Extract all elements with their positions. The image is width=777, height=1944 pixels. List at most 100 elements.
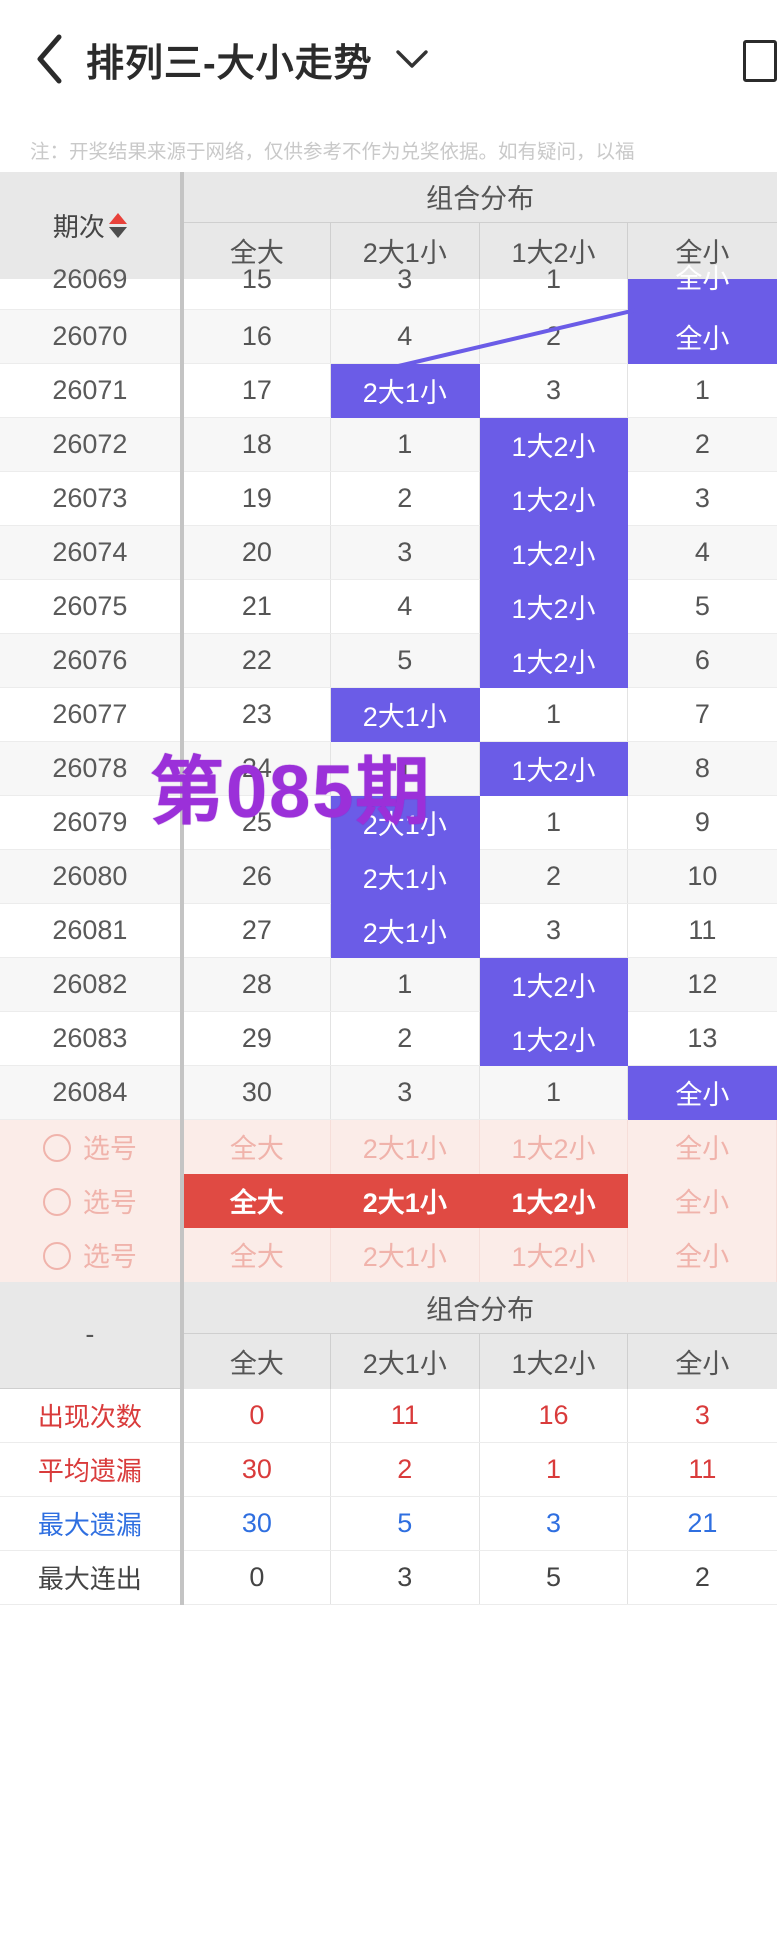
cell-hit[interactable]: 全小	[627, 266, 777, 310]
cell-miss[interactable]: 12	[627, 957, 777, 1012]
cell-miss[interactable]: 2	[330, 471, 480, 526]
chevron-down-icon[interactable]	[395, 48, 429, 70]
cell-miss[interactable]: 1	[330, 957, 480, 1012]
pick-radio-label[interactable]: 选号	[0, 1227, 183, 1282]
cell-hit[interactable]: 1大2小	[479, 471, 629, 526]
radio-icon[interactable]	[42, 1134, 71, 1163]
cell-miss[interactable]: 23	[179, 687, 331, 742]
cell-miss[interactable]: 3	[330, 525, 480, 580]
pick-option-selected[interactable]: 2大1小	[330, 1173, 480, 1228]
pick-option[interactable]: 全小	[627, 1119, 777, 1174]
pick-option[interactable]: 1大2小	[479, 1119, 629, 1174]
cell-miss[interactable]: 4	[627, 525, 777, 580]
table-row[interactable]: 26071 17 2大1小 3 1	[0, 363, 777, 418]
cell-miss[interactable]: 7	[627, 687, 777, 742]
cell-miss[interactable]: 29	[179, 1011, 331, 1066]
cell-hit[interactable]: 2大1小	[330, 687, 480, 742]
table-row[interactable]: 26072 18 1 1大2小 2	[0, 417, 777, 472]
table-row[interactable]: 26082 28 1 1大2小 12	[0, 957, 777, 1012]
table-row[interactable]: 26074 20 3 1大2小 4	[0, 525, 777, 580]
cell-miss[interactable]: 1	[330, 417, 480, 472]
cell-miss[interactable]: 2	[479, 309, 629, 364]
cell-miss[interactable]: 3	[330, 1065, 480, 1120]
cell-hit[interactable]: 2大1小	[330, 903, 480, 958]
period-column-header[interactable]: 期次	[0, 172, 182, 279]
sort-desc-icon[interactable]	[108, 227, 127, 238]
cell-miss[interactable]: 3	[479, 903, 629, 958]
back-button[interactable]	[26, 29, 72, 89]
pick-option[interactable]: 全大	[179, 1119, 331, 1174]
table-row[interactable]: 26084 30 3 1 全小	[0, 1065, 777, 1120]
table-row[interactable]: 26077 23 2大1小 1 7	[0, 687, 777, 742]
cell-miss[interactable]: 30	[179, 1065, 331, 1120]
cell-miss[interactable]: 3	[479, 363, 629, 418]
table-row[interactable]: 26075 21 4 1大2小 5	[0, 579, 777, 634]
cell-hit[interactable]: 1大2小	[479, 741, 629, 796]
sort-arrows[interactable]	[108, 213, 127, 238]
table-row[interactable]: 26076 22 5 1大2小 6	[0, 633, 777, 688]
cell-miss[interactable]: 6	[627, 633, 777, 688]
title-dropdown[interactable]: 排列三-大小走势	[86, 32, 429, 87]
cell-miss[interactable]: 2	[330, 1011, 480, 1066]
cell-miss[interactable]: 20	[179, 525, 331, 580]
pick-row[interactable]: 选号 全大 2大1小 1大2小 全小	[0, 1173, 777, 1228]
cell-miss[interactable]: 26	[179, 849, 331, 904]
cell-miss[interactable]: 3	[330, 266, 480, 310]
table-row[interactable]: 26079 25 2大1小 1 9	[0, 795, 777, 850]
pick-radio-label[interactable]: 选号	[0, 1173, 183, 1228]
cell-miss[interactable]: 17	[179, 363, 331, 418]
cell-miss[interactable]: 1	[627, 363, 777, 418]
table-row[interactable]: 26069 15 3 1 全小	[0, 266, 777, 310]
cell-miss[interactable]: 2	[627, 417, 777, 472]
cell-miss[interactable]: 13	[627, 1011, 777, 1066]
cell-miss[interactable]: 24	[179, 741, 331, 796]
document-icon[interactable]	[743, 40, 777, 84]
cell-miss[interactable]: 11	[627, 903, 777, 958]
sort-asc-icon[interactable]	[108, 213, 127, 224]
cell-hit[interactable]: 全小	[627, 309, 777, 364]
cell-miss[interactable]: 1	[479, 1065, 629, 1120]
pick-option-selected[interactable]: 1大2小	[479, 1173, 629, 1228]
cell-miss[interactable]: 1	[479, 266, 629, 310]
cell-miss[interactable]: 18	[179, 417, 331, 472]
cell-miss[interactable]: 1	[330, 741, 480, 796]
cell-miss[interactable]: 19	[179, 471, 331, 526]
cell-miss[interactable]: 5	[330, 633, 480, 688]
pick-option[interactable]: 2大1小	[330, 1227, 480, 1282]
cell-hit[interactable]: 1大2小	[479, 579, 629, 634]
cell-miss[interactable]: 8	[627, 741, 777, 796]
table-row[interactable]: 26073 19 2 1大2小 3	[0, 471, 777, 526]
column-header-0[interactable]: 全大	[179, 222, 331, 279]
cell-hit[interactable]: 2大1小	[330, 795, 480, 850]
column-header-3[interactable]: 全小	[627, 222, 777, 279]
cell-miss[interactable]: 9	[627, 795, 777, 850]
cell-miss[interactable]: 21	[179, 579, 331, 634]
cell-miss[interactable]: 16	[179, 309, 331, 364]
table-row[interactable]: 26070 16 4 2 全小	[0, 309, 777, 364]
cell-hit[interactable]: 1大2小	[479, 957, 629, 1012]
cell-hit[interactable]: 1大2小	[479, 633, 629, 688]
cell-miss[interactable]: 5	[627, 579, 777, 634]
cell-miss[interactable]: 3	[627, 471, 777, 526]
cell-miss[interactable]: 1	[479, 795, 629, 850]
cell-miss[interactable]: 2	[479, 849, 629, 904]
table-row[interactable]: 26080 26 2大1小 2 10	[0, 849, 777, 904]
table-row[interactable]: 26078 24 1 1大2小 8	[0, 741, 777, 796]
pick-option[interactable]: 全小	[627, 1227, 777, 1282]
pick-option[interactable]: 全大	[179, 1227, 331, 1282]
cell-miss[interactable]: 4	[330, 309, 480, 364]
cell-miss[interactable]: 28	[179, 957, 331, 1012]
cell-miss[interactable]: 10	[627, 849, 777, 904]
radio-icon[interactable]	[42, 1188, 71, 1216]
cell-hit[interactable]: 1大2小	[479, 417, 629, 472]
cell-miss[interactable]: 22	[179, 633, 331, 688]
pick-row[interactable]: 选号 全大 2大1小 1大2小 全小	[0, 1227, 777, 1282]
cell-hit[interactable]: 1大2小	[479, 525, 629, 580]
column-header-1[interactable]: 2大1小	[330, 222, 480, 279]
pick-radio-label[interactable]: 选号	[0, 1119, 183, 1174]
cell-miss[interactable]: 25	[179, 795, 331, 850]
cell-hit[interactable]: 2大1小	[330, 849, 480, 904]
radio-icon[interactable]	[42, 1242, 71, 1270]
cell-hit[interactable]: 1大2小	[479, 1011, 629, 1066]
cell-miss[interactable]: 1	[479, 687, 629, 742]
